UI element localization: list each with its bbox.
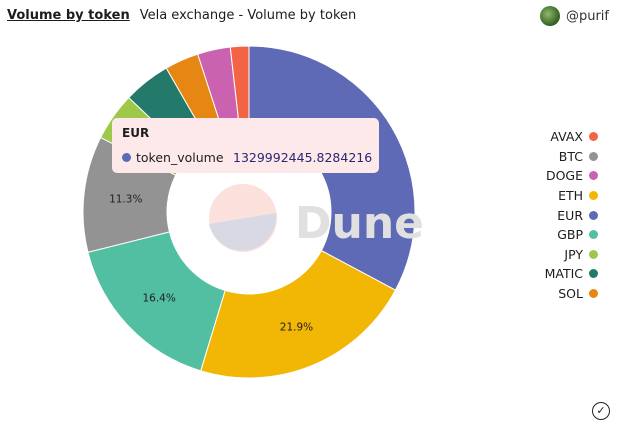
legend-dot	[589, 210, 598, 220]
slice-label-gbp: 16.4%	[142, 292, 175, 304]
legend-item-btc[interactable]: BTC	[545, 147, 598, 167]
legend-label: AVAX	[550, 129, 583, 145]
legend-label: EUR	[557, 207, 583, 223]
header: Volume by token Vela exchange - Volume b…	[7, 8, 356, 23]
check-circle-icon[interactable]: ✓	[592, 402, 610, 420]
dune-logo-shade	[209, 213, 277, 251]
legend-label: MATIC	[544, 266, 583, 282]
slice-eth[interactable]	[200, 249, 397, 379]
tooltip-title: EUR	[122, 126, 150, 140]
legend-label: JPY	[564, 246, 583, 262]
dune-watermark: Dune	[295, 198, 424, 249]
legend-dot	[589, 289, 598, 299]
legend-dot	[589, 191, 598, 201]
slice-label-eth: 21.9%	[280, 322, 313, 334]
legend-label: DOGE	[545, 168, 583, 184]
legend-dot	[589, 151, 598, 161]
slice-label-btc: 11.3%	[109, 193, 142, 205]
legend-label: GBP	[557, 227, 583, 243]
legend-dot	[589, 249, 598, 259]
avatar	[539, 6, 560, 26]
legend: AVAX BTC DOGE ETH EUR GBP JPY MATIC SOL	[545, 127, 598, 303]
legend-item-gbp[interactable]: GBP	[545, 225, 598, 245]
username: @purif	[565, 8, 609, 24]
tooltip-series-name: token_volume	[136, 150, 224, 165]
legend-dot	[589, 230, 598, 240]
visualization-title: Vela exchange - Volume by token	[139, 8, 357, 23]
tooltip-series-dot	[122, 153, 131, 162]
legend-label: ETH	[558, 188, 583, 204]
legend-item-sol[interactable]: SOL	[545, 284, 598, 304]
legend-item-eur[interactable]: EUR	[545, 205, 598, 225]
legend-dot	[589, 269, 598, 279]
legend-dot	[589, 132, 598, 142]
legend-label: SOL	[558, 286, 583, 302]
query-title-link[interactable]: Volume by token	[7, 8, 130, 23]
legend-item-matic[interactable]: MATIC	[545, 264, 598, 284]
legend-item-jpy[interactable]: JPY	[545, 245, 598, 265]
legend-item-doge[interactable]: DOGE	[545, 166, 598, 186]
user-badge[interactable]: @purif	[539, 6, 609, 26]
legend-label: BTC	[558, 148, 583, 164]
legend-dot	[589, 171, 598, 181]
tooltip-value: 1329992445.8284216	[233, 150, 373, 165]
legend-item-eth[interactable]: ETH	[545, 186, 598, 206]
tooltip: EUR token_volume 1329992445.8284216	[112, 118, 379, 173]
legend-item-avax[interactable]: AVAX	[545, 127, 598, 147]
